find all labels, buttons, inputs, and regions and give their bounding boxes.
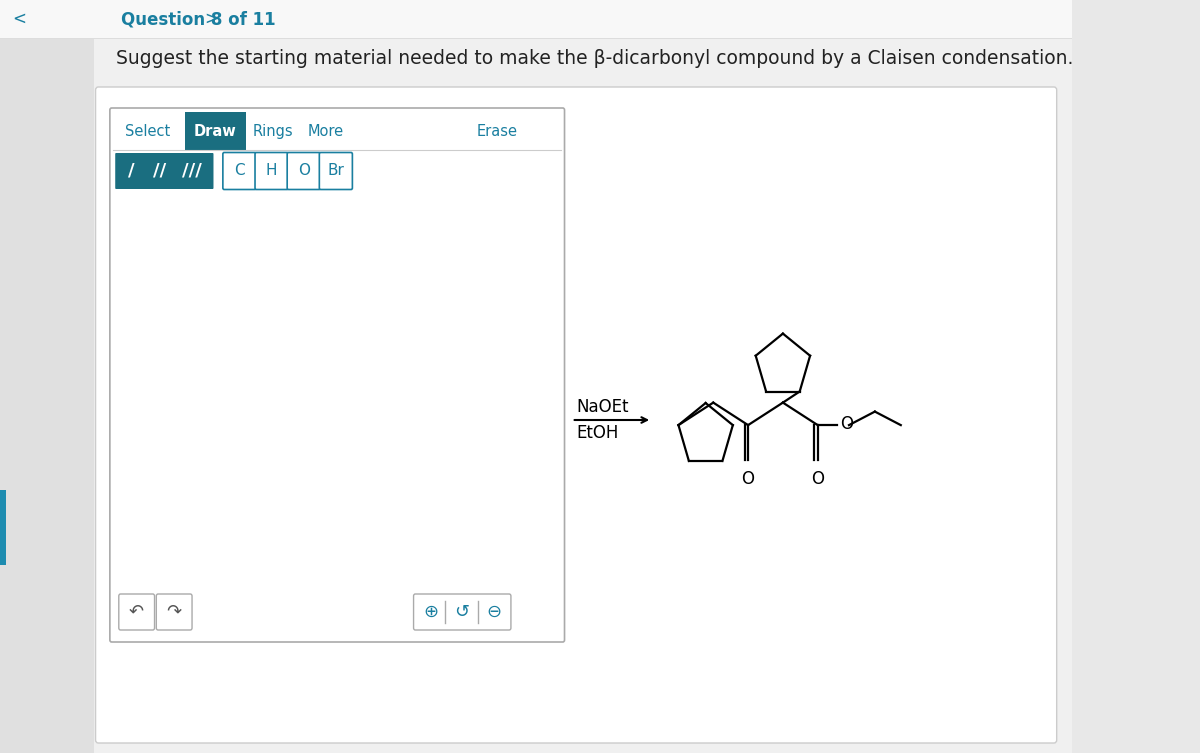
Text: Select: Select [125, 123, 170, 139]
Text: Rings: Rings [253, 123, 294, 139]
FancyBboxPatch shape [319, 153, 353, 190]
FancyBboxPatch shape [287, 153, 320, 190]
Text: Suggest the starting material needed to make the β-dicarbonyl compound by a Clai: Suggest the starting material needed to … [116, 48, 1074, 68]
Text: //: // [154, 161, 167, 179]
Text: Erase: Erase [476, 123, 517, 139]
Bar [0, 0, 94, 753]
Text: Draw: Draw [194, 123, 236, 139]
Text: Br: Br [328, 163, 344, 178]
FancyBboxPatch shape [96, 87, 1057, 743]
Text: /: / [128, 161, 134, 179]
FancyBboxPatch shape [115, 153, 214, 189]
Text: O: O [840, 415, 853, 433]
Bar [0, 0, 1072, 38]
Text: ⊕: ⊕ [422, 603, 438, 621]
Bar [0, 490, 6, 565]
Text: ↷: ↷ [167, 603, 181, 621]
Text: ↺: ↺ [455, 603, 469, 621]
Text: O: O [811, 470, 824, 488]
Text: <: < [13, 10, 26, 28]
FancyBboxPatch shape [110, 108, 564, 642]
Text: NaOEt: NaOEt [576, 398, 629, 416]
Text: ↶: ↶ [130, 603, 144, 621]
FancyBboxPatch shape [256, 153, 288, 190]
Text: ///: /// [182, 161, 202, 179]
FancyBboxPatch shape [156, 594, 192, 630]
FancyBboxPatch shape [414, 594, 511, 630]
FancyBboxPatch shape [119, 594, 155, 630]
Text: ⊖: ⊖ [486, 603, 502, 621]
Text: H: H [265, 163, 277, 178]
Text: More: More [308, 123, 344, 139]
FancyBboxPatch shape [223, 153, 256, 190]
Bar [185, 112, 246, 150]
Text: EtOH: EtOH [576, 424, 618, 442]
Text: C: C [234, 163, 245, 178]
Text: Question 8 of 11: Question 8 of 11 [120, 10, 275, 28]
Text: O: O [298, 163, 310, 178]
Text: >: > [205, 10, 218, 28]
Text: O: O [742, 470, 755, 488]
